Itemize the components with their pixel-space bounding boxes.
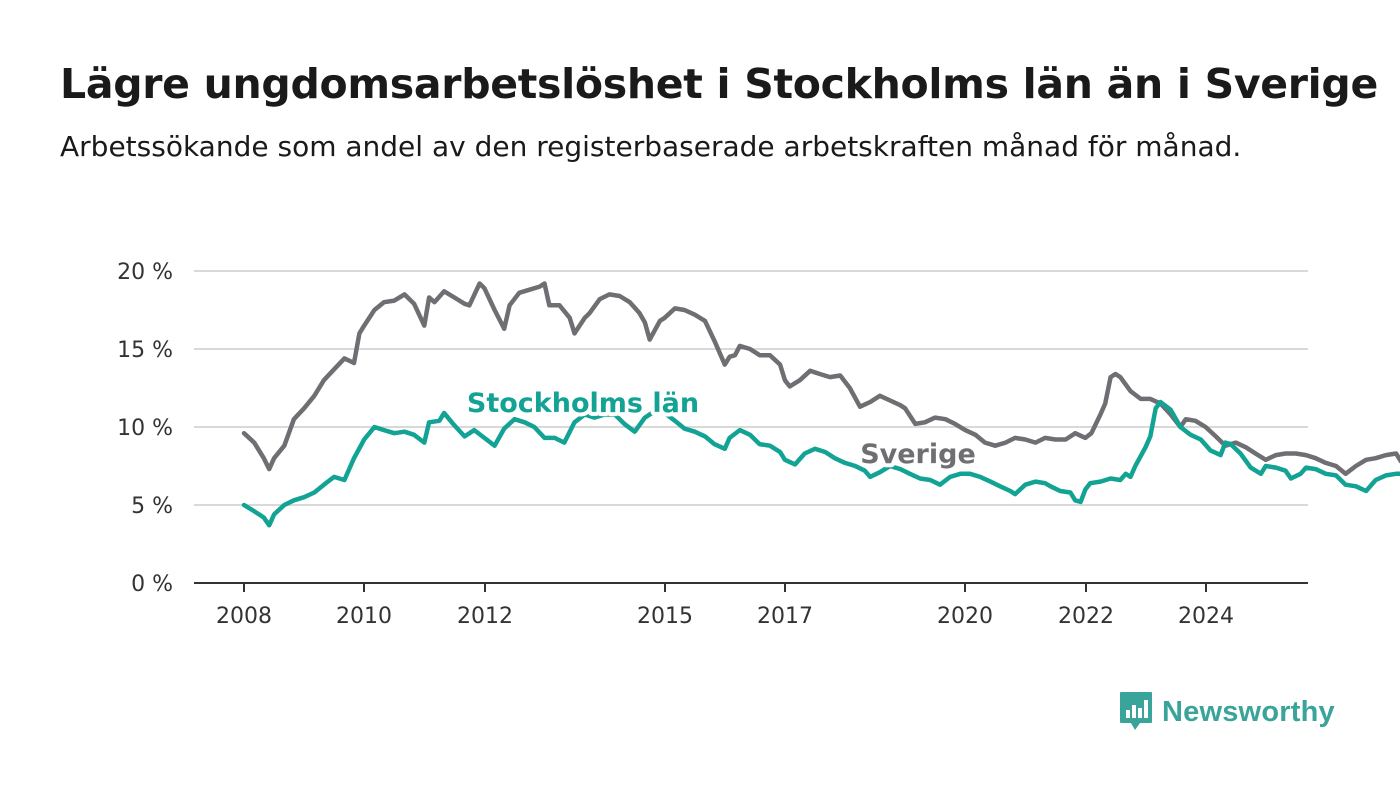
- brand-logo: Newsworthy: [1118, 690, 1335, 734]
- chart-title: Lägre ungdomsarbetslöshet i Stockholms l…: [60, 60, 1378, 108]
- y-tick-label: 20 %: [117, 260, 173, 285]
- series-name-label-halo: Sverige: [860, 439, 976, 470]
- x-tick-label: 2010: [336, 604, 392, 629]
- y-tick-label: 10 %: [117, 416, 173, 441]
- series-name-label: Sverige: [860, 439, 976, 470]
- x-tick-label: 2017: [757, 604, 813, 629]
- brand-name: Newsworthy: [1162, 695, 1335, 728]
- newsworthy-logo-icon: [1120, 692, 1152, 730]
- y-tick-label: 5 %: [131, 494, 173, 519]
- series-name-label-halo: Stockholms län: [467, 388, 699, 419]
- x-tick-label: 2008: [216, 604, 272, 629]
- x-tick-label: 2020: [937, 604, 993, 629]
- y-tick-label: 15 %: [117, 338, 173, 363]
- x-tick-label: 2022: [1058, 604, 1114, 629]
- series-name-label: Stockholms län: [467, 388, 699, 419]
- x-tick-label: 2012: [457, 604, 513, 629]
- gridlines: [194, 270, 1308, 506]
- series-line-stockholms-lan: [241, 399, 1400, 528]
- series-line-sverige: [241, 281, 1400, 477]
- y-tick-label: 0 %: [131, 572, 173, 597]
- x-axis: 2008 2010 2012 2015 2017 2020 2022 2024: [194, 582, 1308, 629]
- chart-subtitle: Arbetssökande som andel av den registerb…: [60, 130, 1242, 163]
- x-tick-label: 2024: [1178, 604, 1234, 629]
- series-labels: 8,3 %8,3 %7,1 %7,1 %SverigeSverigeStockh…: [463, 384, 980, 474]
- series-lines: [241, 281, 1400, 528]
- x-tick-label: 2015: [637, 604, 693, 629]
- y-axis-ticks: 0 % 5 % 10 % 15 % 20 %: [117, 260, 173, 597]
